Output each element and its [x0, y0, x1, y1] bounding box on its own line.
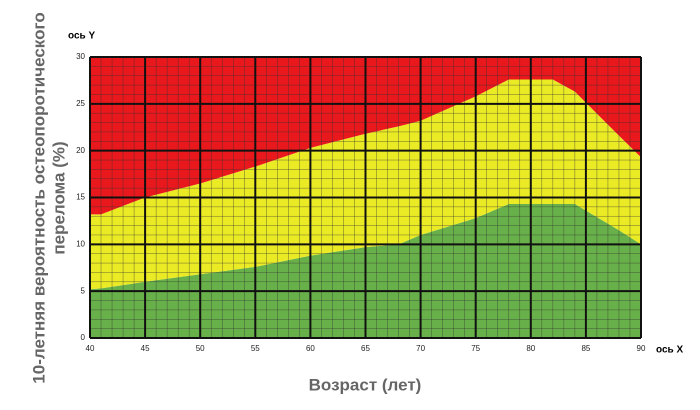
x-label: Возраст (лет): [309, 375, 422, 394]
y-label: перелома (%): [49, 141, 68, 254]
x-axis-name: ось X: [656, 345, 683, 356]
x-tick-label: 90: [637, 344, 646, 353]
y-tick-label: 20: [76, 146, 85, 155]
x-tick-label: 70: [416, 344, 425, 353]
x-tick-label: 50: [196, 344, 205, 353]
x-tick-label: 85: [581, 344, 590, 353]
x-tick-label: 75: [471, 344, 480, 353]
x-tick-label: 55: [251, 344, 260, 353]
x-tick-label: 60: [306, 344, 315, 353]
y-axis-name: ось Y: [68, 31, 95, 42]
x-tick-label: 40: [86, 344, 95, 353]
y-tick-label: 0: [81, 333, 86, 342]
x-tick-label: 45: [141, 344, 150, 353]
x-tick-label: 65: [361, 344, 370, 353]
area: [90, 57, 641, 215]
y-tick-label: 5: [81, 286, 86, 295]
y-tick-label: 10: [76, 239, 85, 248]
y-label: 10-летняя вероятность остеопоротического: [29, 12, 48, 383]
y-tick-label: 25: [76, 99, 85, 108]
y-tick-label: 15: [76, 193, 85, 202]
x-tick-label: 80: [526, 344, 535, 353]
y-tick-label: 30: [76, 52, 85, 61]
